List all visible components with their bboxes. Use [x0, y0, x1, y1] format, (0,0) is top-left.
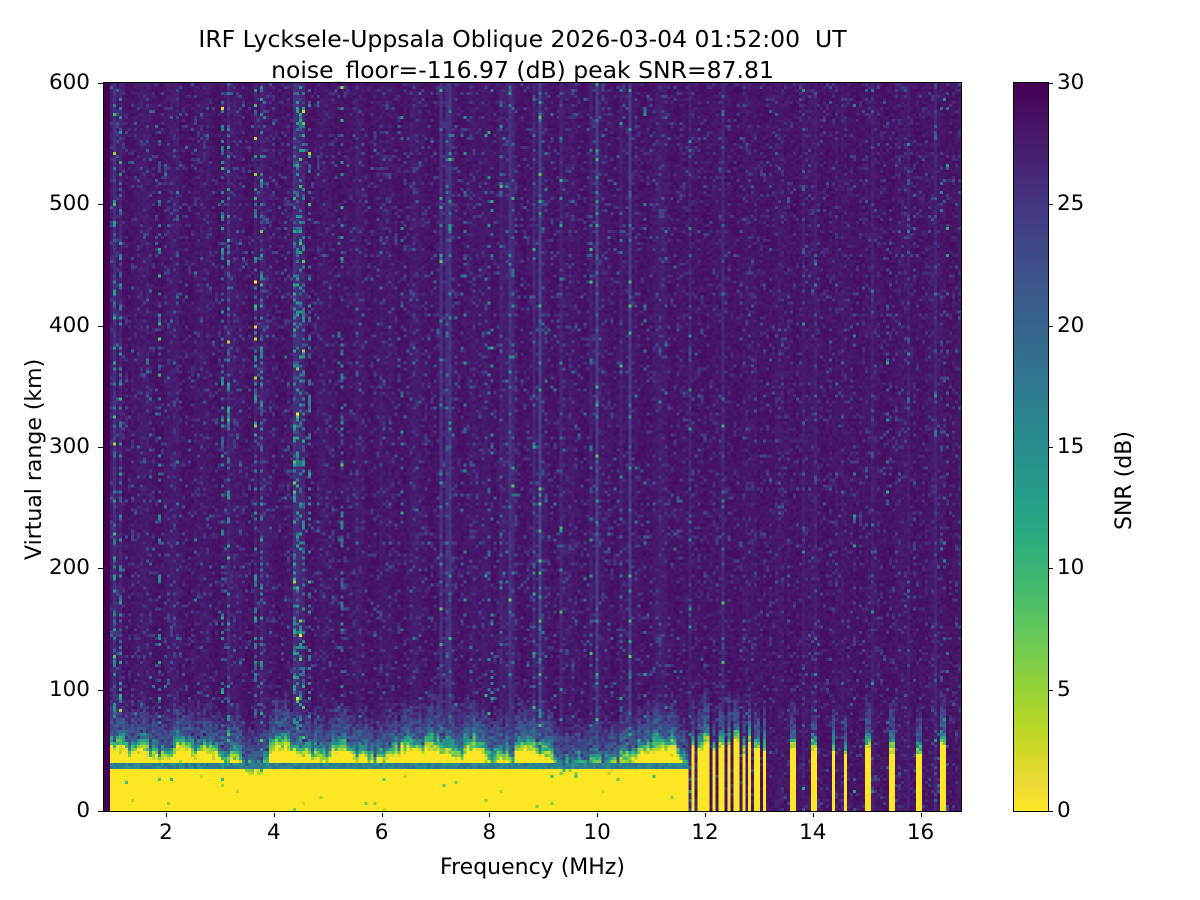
y-tick-label: 600 — [48, 70, 90, 95]
colorbar-tick-label: 30 — [1057, 70, 1085, 95]
colorbar-tick-mark — [1049, 83, 1054, 84]
colorbar-tick-mark — [1049, 204, 1054, 206]
ionogram-plot-area — [103, 82, 962, 812]
y-tick-label: 0 — [76, 798, 90, 823]
x-tick-label: 6 — [374, 820, 389, 845]
x-tick-mark — [597, 812, 599, 817]
colorbar-tick-label: 25 — [1057, 191, 1085, 217]
colorbar-tick-mark — [1049, 689, 1054, 691]
x-tick-mark — [920, 812, 922, 817]
colorbar-tick-label: 0 — [1057, 798, 1071, 823]
colorbar-gradient — [1014, 83, 1048, 811]
y-tick-mark — [98, 325, 103, 327]
y-tick-label: 100 — [48, 676, 90, 702]
x-tick-label: 2 — [159, 820, 173, 845]
x-tick-label: 4 — [266, 820, 281, 845]
x-tick-mark — [704, 812, 706, 817]
colorbar-tick-mark — [1049, 568, 1054, 570]
colorbar-tick-label: 5 — [1057, 676, 1071, 702]
y-tick-mark — [98, 811, 103, 812]
x-tick-mark — [165, 812, 167, 817]
x-tick-label: 16 — [906, 820, 935, 845]
colorbar-tick-label: 10 — [1057, 555, 1085, 581]
figure-title-line-2: noise_floor=-116.97 (dB) peak SNR=87.81 — [271, 56, 774, 84]
x-tick-label: 12 — [691, 820, 719, 845]
colorbar — [1013, 82, 1049, 812]
x-tick-label: 10 — [583, 820, 611, 845]
y-tick-label: 400 — [48, 312, 90, 338]
colorbar-tick-label: 20 — [1057, 312, 1085, 338]
x-tick-label: 8 — [482, 820, 497, 845]
colorbar-tick-mark — [1049, 447, 1054, 448]
figure-title-line-1: IRF Lycksele-Uppsala Oblique 2026-03-04 … — [198, 25, 847, 53]
colorbar-tick-mark — [1049, 325, 1054, 327]
x-tick-label: 14 — [799, 820, 827, 845]
y-tick-mark — [98, 689, 103, 691]
y-tick-mark — [98, 568, 103, 570]
heatmap-pixels — [104, 83, 961, 811]
x-tick-mark — [273, 812, 275, 817]
x-axis-label: Frequency (MHz) — [440, 855, 625, 880]
ionogram-heatmap — [104, 83, 961, 811]
colorbar-tick-mark — [1049, 811, 1054, 812]
y-tick-mark — [98, 204, 103, 206]
y-tick-label: 500 — [48, 191, 90, 217]
y-axis-label: Virtual range (km) — [22, 358, 47, 560]
x-tick-mark — [489, 812, 491, 817]
x-tick-mark — [812, 812, 814, 817]
y-tick-label: 300 — [48, 434, 90, 459]
colorbar-label: SNR (dB) — [1112, 431, 1137, 530]
y-tick-mark — [98, 83, 103, 84]
y-tick-mark — [98, 447, 103, 448]
y-tick-label: 200 — [48, 555, 90, 581]
colorbar-tick-label: 15 — [1057, 434, 1085, 459]
x-tick-mark — [381, 812, 383, 817]
